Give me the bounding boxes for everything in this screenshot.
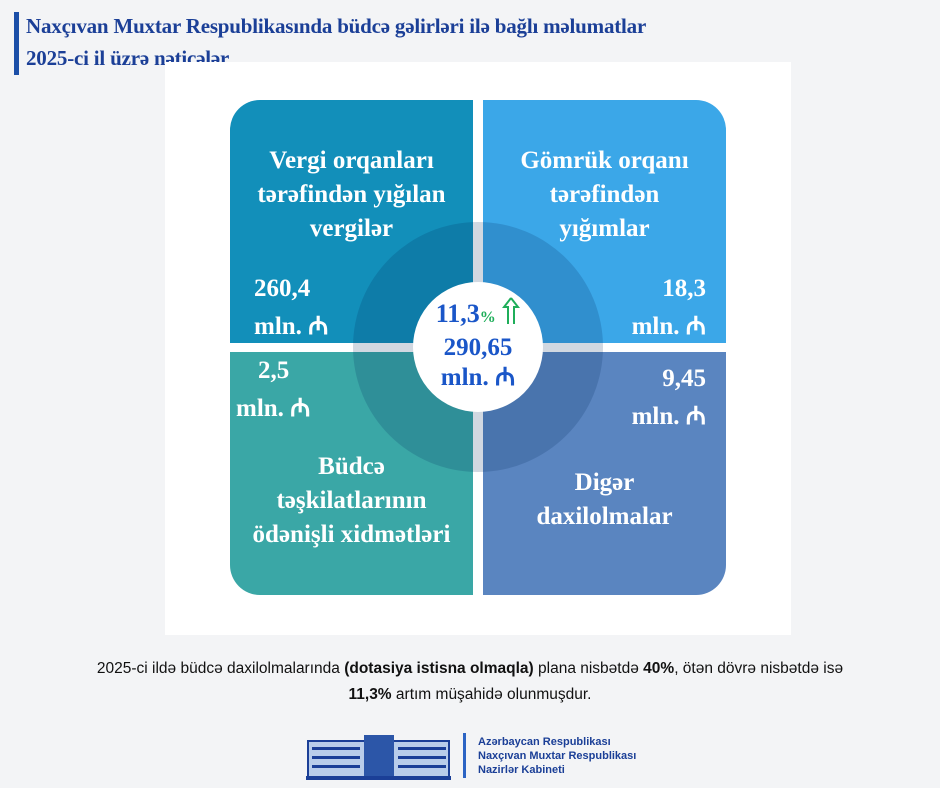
summary-note: 2025-ci ildə büdcə daxilolmalarında (dot… bbox=[96, 660, 844, 703]
label: Vergi orqanları bbox=[269, 147, 434, 174]
page-title: Naxçıvan Muxtar Respublikasında büdcə gə… bbox=[26, 14, 647, 38]
government-building-logo bbox=[306, 735, 451, 780]
value: 9,45 bbox=[662, 365, 706, 392]
center-total: 11,3% 290,65 mln. ₼ bbox=[413, 282, 543, 412]
value: 18,3 bbox=[662, 275, 706, 302]
value: 2,5 bbox=[258, 357, 290, 384]
growth-percent: % bbox=[479, 309, 496, 326]
quadrant-budget-services: 2,5 mln. ₼ Büdcə təşkilatlarının ödənişli x… bbox=[230, 352, 473, 595]
footer-divider bbox=[463, 733, 466, 778]
total-value: 290,65 bbox=[443, 334, 513, 361]
value: 260,4 bbox=[254, 275, 311, 302]
growth-value: 11,3 bbox=[435, 299, 480, 328]
up-arrow-icon bbox=[502, 297, 521, 324]
total-unit: mln. ₼ bbox=[440, 364, 516, 391]
footer-organization: Azərbaycan Respublikası Naxçıvan Muxtar R… bbox=[478, 736, 637, 776]
title-accent-bar bbox=[14, 12, 19, 75]
